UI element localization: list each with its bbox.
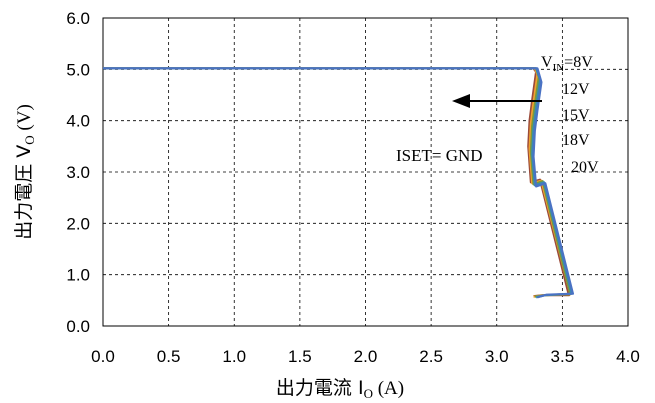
series-group [103,67,574,299]
y-tick-label: 4.0 [66,112,90,131]
x-label-sub: O [364,386,373,401]
vin-first-value: =8V [564,54,593,71]
series-label-20v: 20V [571,159,599,176]
x-label-main: 出力電流 I [276,377,364,399]
y-tick-label: 5.0 [66,60,90,79]
vin-label: VIN=8V [541,54,593,74]
series-label-12v: 12V [562,81,590,98]
x-tick-label: 0.0 [91,347,115,366]
x-axis-label: 出力電流 IO (A) [276,377,404,401]
y-tick-label: 0.0 [66,317,90,336]
x-tick-label: 3.5 [551,347,575,366]
y-label-unit: (V) [14,104,35,135]
y-label-sub: O [22,135,37,144]
plot-area [102,17,629,327]
x-tick-label: 2.0 [354,347,378,366]
y-tick-label: 2.0 [66,214,90,233]
x-tick-label: 3.0 [485,347,509,366]
y-axis-label: 出力電圧 VO (V) [13,104,37,240]
arrow-head [452,94,470,108]
iset-annotation: ISET= GND [396,146,483,165]
vin-subscript: IN [553,62,565,74]
x-tick-label: 4.0 [616,347,640,366]
x-tick-label: 0.5 [157,347,181,366]
annotations: VIN=8V 12V 15V 18V 20V ISET= GND [396,54,599,176]
direction-arrow [452,94,542,108]
x-tick-labels: 0.0 0.5 1.0 1.5 2.0 2.5 3.0 3.5 4.0 [91,347,640,366]
y-tick-label: 6.0 [66,9,90,28]
y-tick-labels: 0.0 1.0 2.0 3.0 4.0 5.0 6.0 [66,9,90,336]
series-label-15v: 15V [562,107,590,124]
x-tick-label: 2.5 [419,347,443,366]
series-label-18v: 18V [562,132,590,149]
y-tick-label: 3.0 [66,163,90,182]
x-label-unit: (A) [373,378,404,399]
x-tick-label: 1.5 [288,347,312,366]
y-label-main: 出力電圧 V [13,145,35,240]
y-tick-label: 1.0 [66,266,90,285]
x-tick-label: 1.0 [222,347,246,366]
vin-prefix: V [541,54,553,71]
series-line [103,67,574,299]
